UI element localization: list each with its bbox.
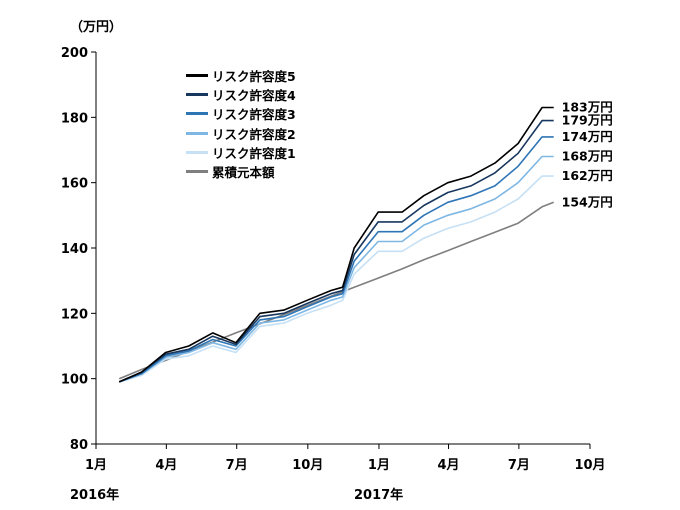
legend-label-risk4: リスク許容度4 xyxy=(212,88,296,104)
legend-swatch-risk3 xyxy=(186,112,208,116)
chart-legend: リスク許容度5 リスク許容度4 リスク許容度3 リスク許容度2 リスク許容度1 … xyxy=(186,66,296,181)
legend-label-risk1: リスク許容度1 xyxy=(212,145,296,161)
legend-label-risk5: リスク許容度5 xyxy=(212,69,296,85)
end-label-6: 154万円 xyxy=(562,194,613,209)
y-tick-label: 120 xyxy=(61,307,88,322)
legend-swatch-risk4 xyxy=(186,93,208,97)
legend-label-risk2: リスク許容度2 xyxy=(212,126,296,142)
y-tick-label: 160 xyxy=(61,177,88,192)
legend-swatch-risk1 xyxy=(186,150,208,154)
legend-item-risk3: リスク許容度3 xyxy=(186,104,296,123)
legend-item-risk1: リスク許容度1 xyxy=(186,143,296,162)
end-label-3: 174万円 xyxy=(562,129,613,144)
y-tick-label: 140 xyxy=(61,242,88,257)
x-tick-label: 1月 xyxy=(85,458,107,473)
legend-label-risk3: リスク許容度3 xyxy=(212,107,296,123)
series-line-1 xyxy=(118,106,554,383)
x-tick-label: 1月 xyxy=(368,458,390,473)
y-tick-label: 200 xyxy=(61,46,88,61)
series-line-3 xyxy=(118,136,554,383)
series-line-5 xyxy=(118,175,554,383)
legend-swatch-risk5 xyxy=(186,74,208,78)
y-tick-label: 180 xyxy=(61,111,88,126)
y-axis-unit-label: （万円） xyxy=(70,20,123,35)
end-label-5: 162万円 xyxy=(562,168,613,183)
x-tick-label: 4月 xyxy=(155,458,177,473)
chart-axes: 80 100 120 140 160 180 200 1月 4月 7月 10月 1月 4月 7月 10月 xyxy=(61,46,606,473)
y-tick-label: 80 xyxy=(70,438,88,453)
series-line-4 xyxy=(118,155,554,383)
end-label-2: 179万円 xyxy=(562,113,613,128)
legend-item-risk5: リスク許容度5 xyxy=(186,66,296,85)
x-tick-label: 7月 xyxy=(226,458,248,473)
chart-lines xyxy=(118,106,554,383)
year-label-2016: 2016年 xyxy=(70,488,120,503)
x-tick-label: 10月 xyxy=(574,458,605,473)
legend-label-principal: 累積元本額 xyxy=(212,165,275,181)
end-label-4: 168万円 xyxy=(562,149,613,164)
x-tick-label: 7月 xyxy=(508,458,530,473)
legend-swatch-principal xyxy=(186,170,208,174)
x-tick-label: 4月 xyxy=(438,458,460,473)
legend-item-risk2: リスク許容度2 xyxy=(186,124,296,143)
x-tick-label: 10月 xyxy=(292,458,323,473)
end-label-1: 183万円 xyxy=(562,100,613,115)
legend-swatch-risk2 xyxy=(186,131,208,135)
y-tick-label: 100 xyxy=(61,373,88,388)
legend-item-risk4: リスク許容度4 xyxy=(186,85,296,104)
legend-item-principal: 累積元本額 xyxy=(186,162,296,181)
series-line-2 xyxy=(118,119,554,383)
year-label-2017: 2017年 xyxy=(354,488,404,503)
